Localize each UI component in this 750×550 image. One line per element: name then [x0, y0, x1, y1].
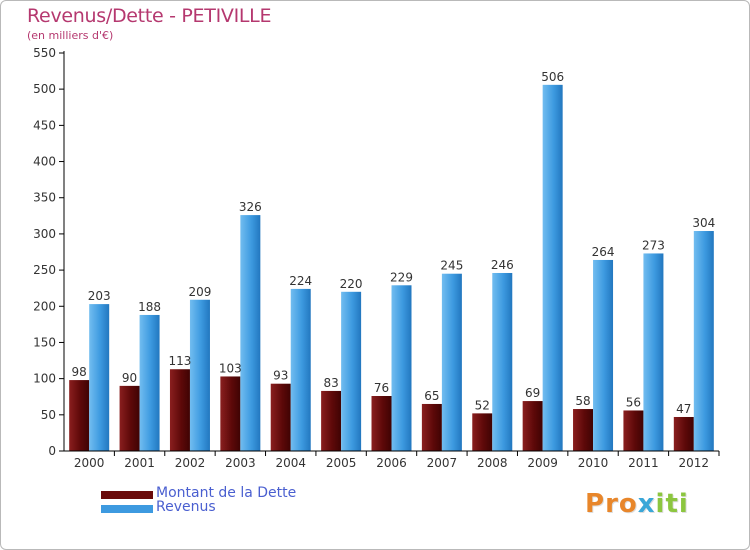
logo-letter: r [605, 489, 619, 519]
y-tick-label: 100 [33, 372, 56, 386]
data-label-dette: 58 [575, 394, 590, 408]
legend-label-revenus: Revenus [156, 499, 216, 515]
y-tick-label: 200 [33, 299, 56, 313]
data-label-revenus: 229 [390, 270, 413, 284]
logo-letter: P [585, 489, 606, 519]
y-tick-label: 50 [41, 408, 56, 422]
x-tick-label: 2005 [326, 456, 357, 470]
y-tick-label: 0 [48, 444, 56, 458]
data-label-dette: 65 [424, 389, 439, 403]
bars-group [69, 84, 714, 451]
x-tick-label: 2008 [477, 456, 508, 470]
bar-dette [69, 380, 90, 451]
bar-dette [472, 413, 493, 451]
data-label-revenus: 245 [440, 259, 463, 273]
data-label-dette: 103 [219, 361, 242, 375]
data-label-revenus: 224 [289, 274, 312, 288]
data-label-dette: 83 [323, 376, 338, 390]
x-tick-label: 2002 [175, 456, 206, 470]
bar-revenus [89, 304, 110, 451]
data-label-dette: 56 [626, 395, 641, 409]
logo-letter: i [678, 489, 689, 519]
chart-title: Revenus/Dette - PETIVILLE [27, 5, 272, 27]
bar-dette [119, 385, 140, 451]
y-tick-label: 450 [33, 118, 56, 132]
bar-revenus [492, 272, 513, 451]
y-tick-label: 400 [33, 155, 56, 169]
bar-revenus [290, 288, 311, 451]
bar-dette [421, 403, 442, 451]
logo-letter: x [637, 489, 656, 519]
data-label-revenus: 203 [88, 289, 111, 303]
labels-group: 0 50 100 150 200 250 300 350 400 450 500 550 2000 98 2… [33, 46, 715, 470]
data-label-revenus: 246 [491, 258, 514, 272]
data-label-dette: 76 [374, 381, 389, 395]
data-label-revenus: 209 [189, 285, 212, 299]
bar-dette [220, 376, 241, 451]
logo-letter: t [665, 489, 679, 519]
bar-dette [371, 396, 392, 451]
proxiti-logo: Proxiti [585, 489, 689, 519]
bar-revenus [139, 314, 160, 451]
bar-revenus [693, 231, 714, 451]
y-tick-label: 300 [33, 227, 56, 241]
x-tick-label: 2011 [628, 456, 659, 470]
data-label-dette: 47 [676, 402, 691, 416]
data-label-revenus: 273 [642, 238, 665, 252]
y-tick-label: 150 [33, 335, 56, 349]
y-tick-label: 500 [33, 82, 56, 96]
x-tick-label: 2004 [275, 456, 306, 470]
legend-swatch-dette [101, 491, 153, 499]
bar-revenus [542, 84, 563, 451]
x-tick-label: 2000 [74, 456, 105, 470]
data-label-revenus: 220 [340, 277, 363, 291]
axes-group [59, 51, 720, 456]
data-label-dette: 90 [122, 371, 137, 385]
data-label-dette: 52 [475, 398, 490, 412]
x-tick-label: 2006 [376, 456, 407, 470]
data-label-revenus: 304 [692, 216, 715, 230]
bar-revenus [240, 215, 261, 451]
bar-revenus [189, 299, 210, 451]
x-tick-label: 2010 [578, 456, 609, 470]
y-tick-label: 550 [33, 46, 56, 60]
bar-dette [623, 410, 644, 451]
bar-dette [522, 401, 543, 451]
data-label-dette: 69 [525, 386, 540, 400]
bar-dette [573, 409, 594, 451]
legend-label-dette: Montant de la Dette [156, 485, 297, 501]
bar-revenus [593, 259, 614, 451]
bar-dette [321, 390, 342, 451]
data-label-dette: 93 [273, 369, 288, 383]
chart-subtitle: (en milliers d'€) [27, 29, 114, 42]
data-label-revenus: 506 [541, 70, 564, 84]
data-label-revenus: 264 [592, 245, 615, 259]
x-tick-label: 2001 [124, 456, 155, 470]
x-tick-label: 2012 [679, 456, 710, 470]
data-label-revenus: 188 [138, 300, 161, 314]
bar-dette [270, 383, 291, 451]
data-label-revenus: 326 [239, 200, 262, 214]
x-tick-label: 2009 [527, 456, 558, 470]
legend-swatch-revenus [101, 505, 153, 513]
x-tick-label: 2007 [427, 456, 458, 470]
x-tick-label: 2003 [225, 456, 256, 470]
logo-letter: o [618, 489, 638, 519]
data-label-dette: 98 [72, 365, 87, 379]
bar-revenus [441, 273, 462, 451]
y-tick-label: 250 [33, 263, 56, 277]
bar-revenus [643, 253, 664, 451]
data-label-dette: 113 [169, 354, 192, 368]
bar-revenus [391, 285, 412, 451]
bar-dette [673, 416, 694, 451]
bar-dette [169, 369, 190, 451]
y-tick-label: 350 [33, 191, 56, 205]
bar-revenus [341, 291, 362, 451]
logo-letter: i [655, 489, 666, 519]
